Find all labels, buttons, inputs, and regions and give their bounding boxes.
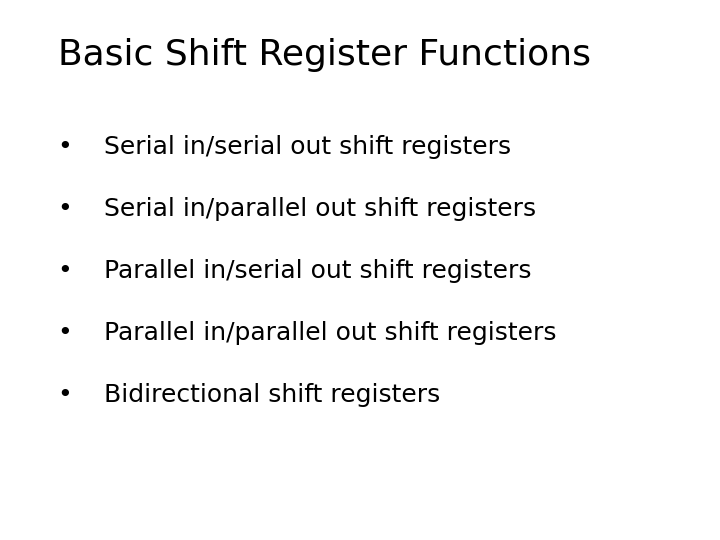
Text: Parallel in/serial out shift registers: Parallel in/serial out shift registers [104, 259, 532, 283]
Text: Bidirectional shift registers: Bidirectional shift registers [104, 383, 441, 407]
Text: Serial in/parallel out shift registers: Serial in/parallel out shift registers [104, 197, 536, 221]
Text: •: • [58, 135, 72, 159]
Text: •: • [58, 259, 72, 283]
Text: •: • [58, 197, 72, 221]
Text: •: • [58, 321, 72, 345]
Text: Parallel in/parallel out shift registers: Parallel in/parallel out shift registers [104, 321, 557, 345]
Text: Serial in/serial out shift registers: Serial in/serial out shift registers [104, 135, 511, 159]
Text: •: • [58, 383, 72, 407]
Text: Basic Shift Register Functions: Basic Shift Register Functions [58, 38, 590, 72]
